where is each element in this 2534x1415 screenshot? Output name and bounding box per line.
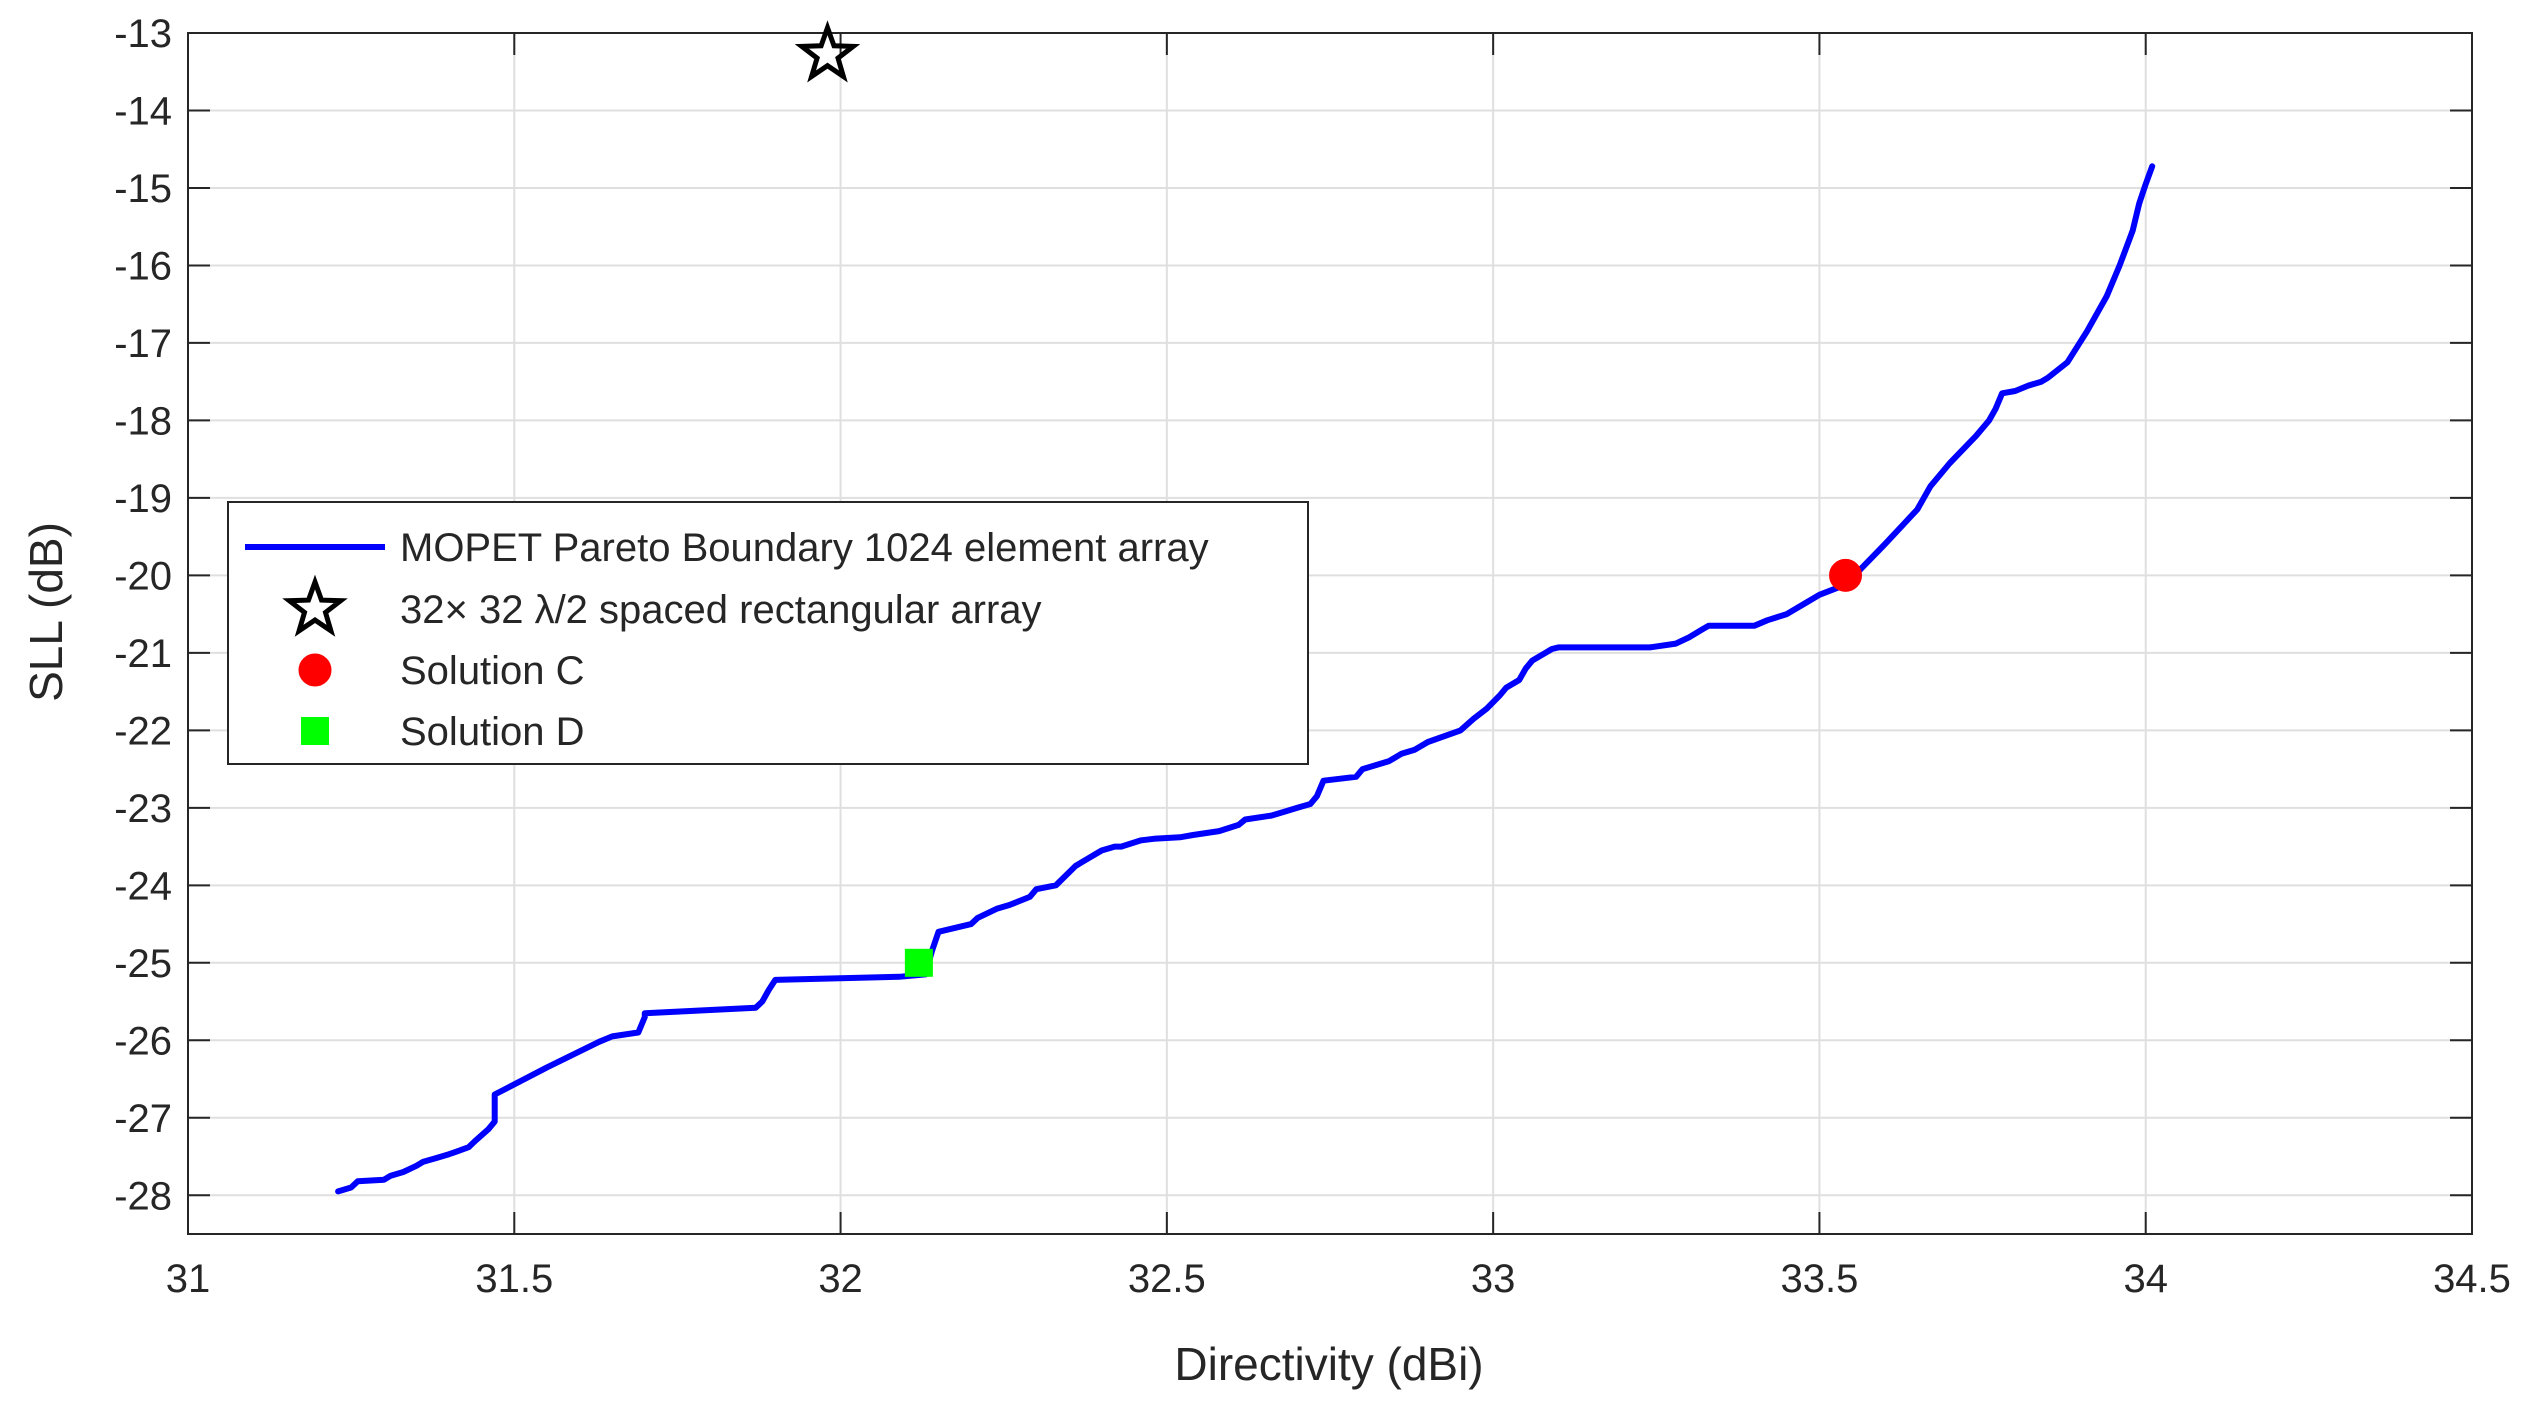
x-tick-label: 34.5 [2433,1257,2511,1301]
legend: MOPET Pareto Boundary 1024 element array… [227,501,1309,765]
y-tick-label: -15 [114,167,172,211]
x-tick-label: 33.5 [1780,1257,1858,1301]
y-axis-label: SLL (dB) [20,522,72,702]
pareto-boundary-line [335,163,2156,1195]
y-tick-label: -23 [114,787,172,831]
legend-marker-square [301,717,329,745]
x-axis-label: Directivity (dBi) [1174,1338,1483,1390]
x-tick-label: 33 [1471,1257,1516,1301]
y-tick-label: -16 [114,244,172,288]
y-tick-label: -18 [114,399,172,443]
x-tick-label: 32.5 [1128,1257,1206,1301]
rectangular-array-star-marker [794,20,861,83]
y-tick-label: -26 [114,1019,172,1063]
y-tick-label: -17 [114,322,172,366]
y-tick-label: -21 [114,632,172,676]
x-tick-label: 31 [166,1257,211,1301]
y-tick-label: -27 [114,1097,172,1141]
legend-entry-solution-d: Solution D [400,710,585,754]
legend-marker-circle [298,653,332,687]
solution-d-marker [904,948,933,977]
legend-box [227,501,1309,765]
legend-entry-rectangular-array: 32× 32 λ/2 spaced rectangular array [400,588,1042,632]
plot-area [335,20,2156,1195]
x-tick-label: 32 [818,1257,863,1301]
y-tick-label: -28 [114,1174,172,1218]
x-tick-label: 34 [2123,1257,2168,1301]
axis-labels: Directivity (dBi) SLL (dB) [20,522,1484,1390]
y-tick-label: -20 [114,554,172,598]
y-tick-label: -22 [114,709,172,753]
ticks: 31 31.5 32 32.5 33 33.5 34 34.5 -13 -14 -15 -16 -17 -… [114,12,2511,1301]
legend-entry-pareto: MOPET Pareto Boundary 1024 element array [400,526,1209,570]
y-tick-label: -13 [114,12,172,56]
axes-box [187,32,2473,1235]
y-tick-label: -25 [114,942,172,986]
axes-frame [187,32,2473,1235]
legend-marker-pentagram [282,574,348,637]
solution-c-marker [1829,558,1863,592]
x-tick-label: 31.5 [475,1257,553,1301]
legend-entry-solution-c: Solution C [400,649,585,693]
y-tick-label: -19 [114,477,172,521]
y-tick-label: -14 [114,89,172,133]
y-tick-label: -24 [114,864,172,908]
